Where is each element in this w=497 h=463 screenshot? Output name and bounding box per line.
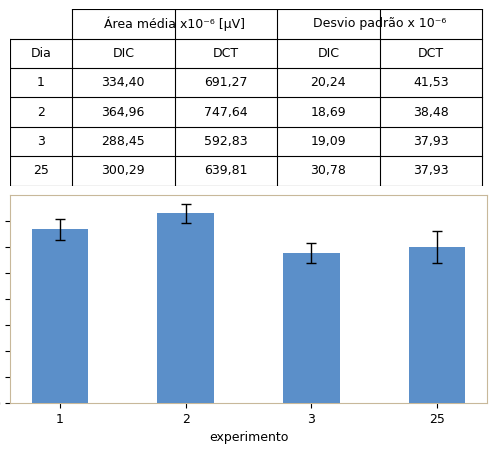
Text: DIC: DIC [318, 47, 339, 60]
Text: 1: 1 [37, 76, 45, 89]
Text: 592,83: 592,83 [204, 135, 248, 148]
Text: 30,78: 30,78 [311, 164, 346, 177]
Text: 3: 3 [37, 135, 45, 148]
Text: 37,93: 37,93 [413, 164, 449, 177]
Text: 25: 25 [33, 164, 49, 177]
Text: 2: 2 [37, 106, 45, 119]
Text: 691,27: 691,27 [204, 76, 248, 89]
Text: 288,45: 288,45 [101, 135, 145, 148]
Text: 20,24: 20,24 [311, 76, 346, 89]
Text: Dia: Dia [30, 47, 51, 60]
Text: 18,69: 18,69 [311, 106, 346, 119]
Text: 37,93: 37,93 [413, 135, 449, 148]
Text: 747,64: 747,64 [204, 106, 248, 119]
Text: Área média x10⁻⁶ [μV]: Área média x10⁻⁶ [μV] [104, 17, 245, 31]
Text: DCT: DCT [418, 47, 444, 60]
Text: DCT: DCT [213, 47, 239, 60]
Text: 334,40: 334,40 [101, 76, 145, 89]
Bar [409, 247, 465, 403]
X-axis label: experimento: experimento [209, 431, 288, 444]
Text: DIC: DIC [112, 47, 134, 60]
Text: 300,29: 300,29 [101, 164, 145, 177]
Text: Desvio padrão x 10⁻⁶: Desvio padrão x 10⁻⁶ [313, 18, 446, 31]
Bar [283, 253, 339, 403]
Text: 38,48: 38,48 [413, 106, 449, 119]
Text: 19,09: 19,09 [311, 135, 346, 148]
Text: 639,81: 639,81 [204, 164, 248, 177]
Bar [158, 213, 214, 403]
Text: 41,53: 41,53 [413, 76, 449, 89]
Text: 364,96: 364,96 [101, 106, 145, 119]
Bar [32, 229, 88, 403]
